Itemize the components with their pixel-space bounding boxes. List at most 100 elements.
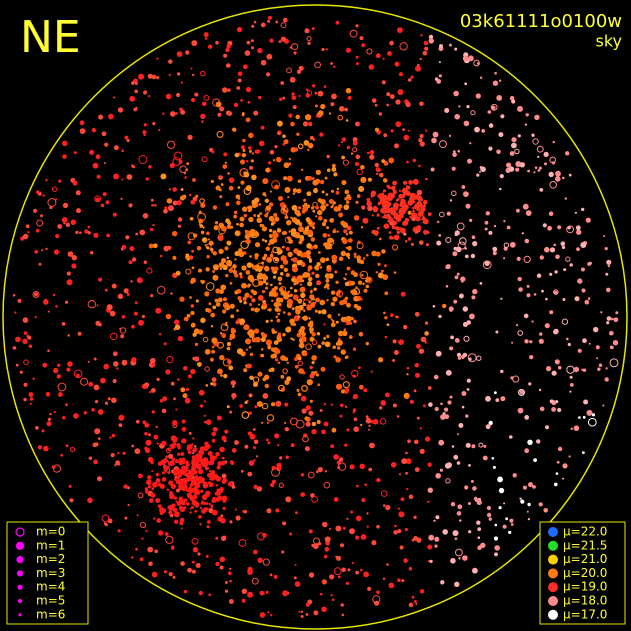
star: [467, 158, 472, 164]
star: [298, 276, 303, 280]
star: [512, 473, 517, 478]
star: [235, 515, 241, 521]
star: [304, 202, 308, 207]
star: [353, 272, 358, 278]
star: [57, 382, 67, 392]
star: [206, 525, 210, 529]
star: [500, 297, 503, 300]
star: [157, 530, 164, 536]
star: [373, 230, 379, 236]
star: [65, 300, 69, 304]
star: [291, 95, 297, 101]
star: [411, 595, 415, 599]
star: [369, 154, 375, 160]
star: [163, 465, 169, 471]
star: [549, 156, 557, 164]
star: [214, 267, 218, 271]
star: [197, 362, 202, 367]
star: [408, 494, 414, 500]
star: [560, 241, 566, 246]
star: [386, 323, 390, 327]
star: [357, 194, 361, 198]
star: [381, 159, 386, 163]
star: [284, 421, 287, 424]
star: [344, 405, 348, 408]
star: [62, 202, 69, 209]
star: [341, 180, 347, 186]
star: [349, 335, 353, 339]
star: [416, 416, 420, 420]
star: [278, 196, 283, 201]
star: [606, 259, 612, 265]
star: [248, 460, 255, 466]
star: [222, 164, 227, 169]
star: [199, 506, 203, 510]
star: [240, 145, 245, 150]
star: [479, 171, 481, 173]
star: [427, 544, 433, 550]
star: [41, 249, 44, 252]
star: [327, 314, 332, 319]
star: [195, 194, 199, 198]
star: [256, 401, 263, 407]
star: [498, 79, 502, 82]
star: [170, 381, 175, 386]
star: [175, 468, 179, 472]
star: [234, 251, 240, 257]
star: [519, 497, 522, 500]
star: [362, 282, 365, 286]
star: [448, 134, 452, 137]
star: [189, 255, 194, 260]
star: [551, 407, 556, 412]
star: [315, 373, 319, 377]
star: [242, 149, 246, 152]
star: [267, 19, 271, 23]
star: [346, 225, 352, 231]
star: [405, 488, 409, 491]
star: [553, 243, 556, 247]
star: [517, 276, 522, 282]
star: [324, 273, 331, 279]
star: [355, 154, 361, 160]
star: [557, 446, 563, 452]
star: [427, 386, 432, 390]
star: [296, 69, 302, 75]
star: [84, 229, 89, 234]
star: [221, 258, 227, 264]
star: [445, 236, 452, 244]
star: [34, 249, 39, 254]
star: [93, 357, 97, 361]
star: [95, 197, 100, 203]
star: [208, 502, 211, 506]
star: [367, 151, 370, 155]
star: [414, 439, 419, 445]
star: [360, 176, 367, 183]
star: [392, 359, 396, 362]
star: [342, 330, 348, 336]
star: [47, 417, 52, 421]
star: [321, 341, 326, 345]
star: [218, 248, 224, 254]
star-field: [12, 15, 619, 618]
star: [12, 346, 17, 350]
star: [67, 361, 73, 367]
star: [311, 297, 315, 301]
star: [79, 231, 82, 234]
star: [405, 217, 408, 221]
star: [320, 204, 326, 211]
star: [390, 193, 395, 199]
star: [585, 217, 591, 223]
star: [390, 462, 397, 468]
star: [272, 246, 279, 254]
star: [291, 230, 297, 237]
star: [153, 517, 156, 520]
star: [428, 402, 433, 407]
star: [61, 322, 66, 326]
star: [345, 315, 352, 322]
star: [292, 294, 299, 301]
star: [319, 266, 323, 269]
star: [276, 156, 282, 163]
brightness-symbol: [548, 568, 558, 579]
star: [88, 456, 93, 460]
star: [193, 462, 198, 467]
